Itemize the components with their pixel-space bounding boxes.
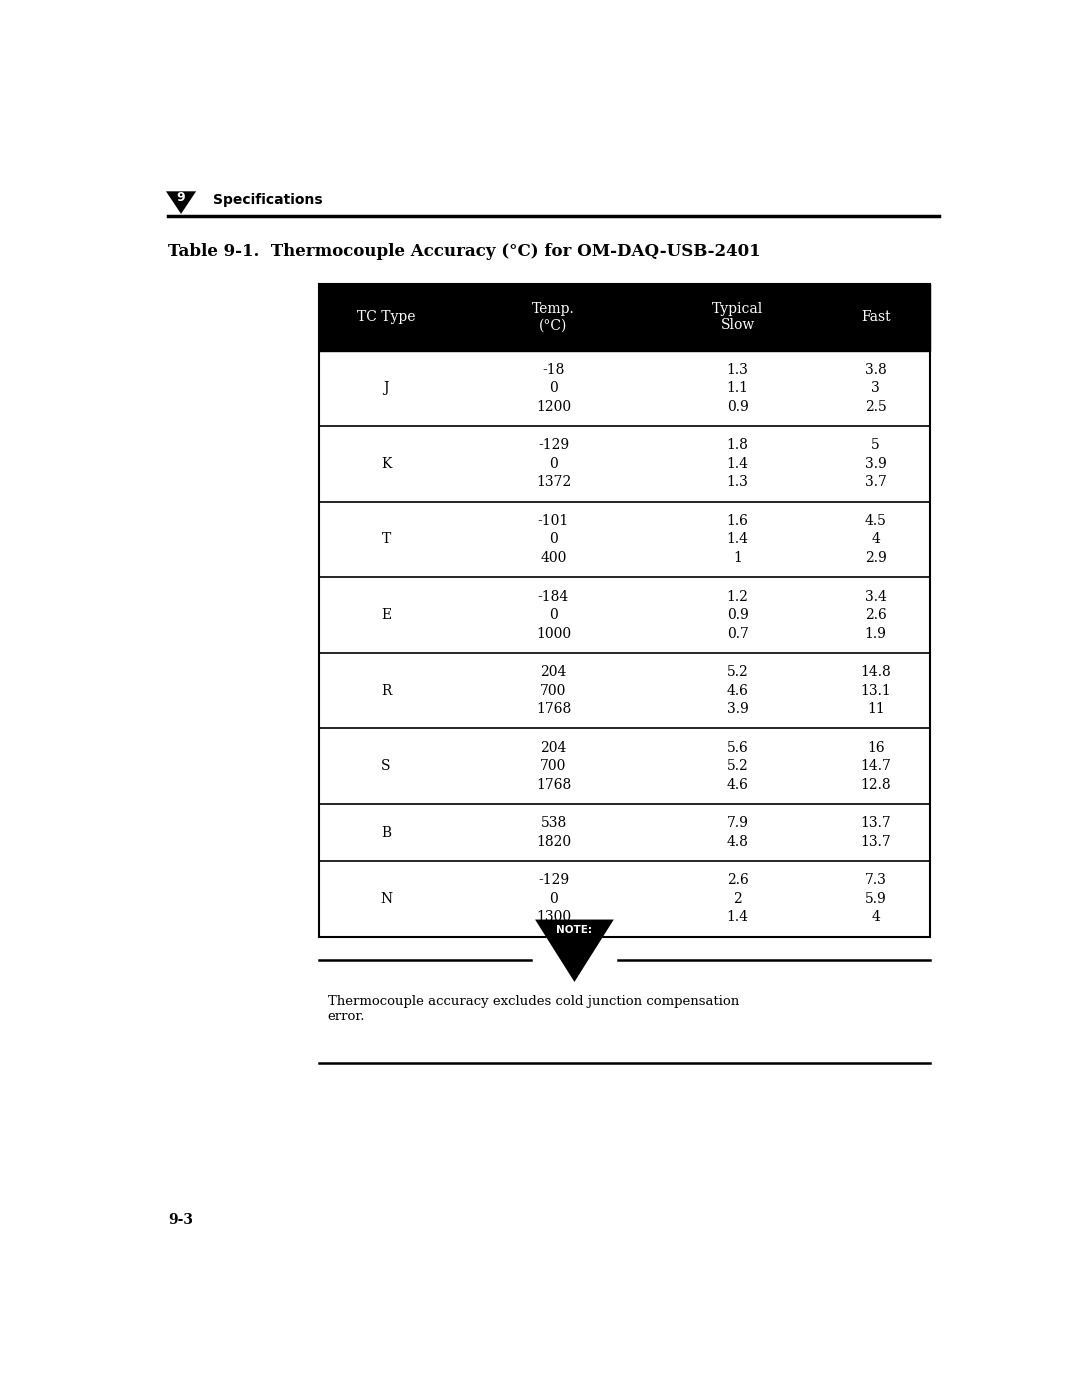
Bar — [320, 284, 930, 937]
Text: 5.2: 5.2 — [727, 759, 748, 774]
Text: 1.6: 1.6 — [727, 514, 748, 528]
Text: R: R — [381, 683, 391, 697]
Text: Fast: Fast — [861, 310, 891, 324]
Text: TC Type: TC Type — [356, 310, 416, 324]
Text: 4.6: 4.6 — [727, 683, 748, 697]
Text: 2.9: 2.9 — [865, 550, 887, 564]
Text: NOTE:: NOTE: — [556, 925, 593, 936]
Text: 5: 5 — [872, 439, 880, 453]
Text: Typical
Slow: Typical Slow — [712, 302, 764, 332]
Text: K: K — [381, 457, 391, 471]
Text: 3.9: 3.9 — [865, 457, 887, 471]
Text: 3.8: 3.8 — [865, 363, 887, 377]
Text: 204: 204 — [540, 665, 567, 679]
Text: -101: -101 — [538, 514, 569, 528]
Text: 14.8: 14.8 — [861, 665, 891, 679]
Text: 400: 400 — [540, 550, 567, 564]
Text: 1.3: 1.3 — [727, 363, 748, 377]
Text: 1820: 1820 — [536, 835, 571, 849]
Text: 1.4: 1.4 — [727, 457, 748, 471]
Text: 1768: 1768 — [536, 703, 571, 717]
Polygon shape — [166, 191, 197, 214]
Text: -129: -129 — [538, 873, 569, 887]
Text: 1.2: 1.2 — [727, 590, 748, 604]
Text: 1.9: 1.9 — [865, 626, 887, 641]
Text: 4.5: 4.5 — [865, 514, 887, 528]
Text: 1.1: 1.1 — [727, 381, 748, 395]
Text: 1200: 1200 — [536, 400, 571, 414]
Text: 0: 0 — [549, 532, 558, 546]
Text: 1: 1 — [733, 550, 742, 564]
Text: 0.7: 0.7 — [727, 626, 748, 641]
Text: 0.9: 0.9 — [727, 608, 748, 622]
Text: 1.4: 1.4 — [727, 911, 748, 925]
Text: 700: 700 — [540, 759, 567, 774]
Text: 1.8: 1.8 — [727, 439, 748, 453]
Text: 2.5: 2.5 — [865, 400, 887, 414]
Text: J: J — [383, 381, 389, 395]
Text: 0: 0 — [549, 891, 558, 907]
Text: 2.6: 2.6 — [727, 873, 748, 887]
Text: 1372: 1372 — [536, 475, 571, 489]
Text: S: S — [381, 759, 391, 774]
Text: 0.9: 0.9 — [727, 400, 748, 414]
Text: 0: 0 — [549, 608, 558, 622]
Text: 0: 0 — [549, 457, 558, 471]
Text: 12.8: 12.8 — [861, 778, 891, 792]
Text: 204: 204 — [540, 740, 567, 754]
Text: 1.3: 1.3 — [727, 475, 748, 489]
Text: 5.2: 5.2 — [727, 665, 748, 679]
Text: 1000: 1000 — [536, 626, 571, 641]
Text: T: T — [381, 532, 391, 546]
Text: E: E — [381, 608, 391, 622]
Text: 4: 4 — [872, 532, 880, 546]
Text: 3: 3 — [872, 381, 880, 395]
Text: 4.8: 4.8 — [727, 835, 748, 849]
Text: 7.3: 7.3 — [865, 873, 887, 887]
Text: 13.7: 13.7 — [861, 835, 891, 849]
Text: Specifications: Specifications — [213, 193, 323, 207]
Text: -184: -184 — [538, 590, 569, 604]
Text: Temp.
(°C): Temp. (°C) — [532, 302, 575, 332]
Text: 538: 538 — [540, 816, 567, 830]
Text: 5.9: 5.9 — [865, 891, 887, 907]
Text: 11: 11 — [867, 703, 885, 717]
Text: 16: 16 — [867, 740, 885, 754]
Text: 0: 0 — [549, 381, 558, 395]
Text: -18: -18 — [542, 363, 565, 377]
Text: 2.6: 2.6 — [865, 608, 887, 622]
Text: N: N — [380, 891, 392, 907]
Text: 3.9: 3.9 — [727, 703, 748, 717]
Text: Thermocouple accuracy excludes cold junction compensation
error.: Thermocouple accuracy excludes cold junc… — [327, 995, 739, 1023]
Text: 9-3: 9-3 — [168, 1213, 193, 1227]
Text: 9: 9 — [177, 191, 186, 204]
Text: 13.7: 13.7 — [861, 816, 891, 830]
Text: 2: 2 — [733, 891, 742, 907]
Text: 4: 4 — [872, 911, 880, 925]
Bar — [320, 284, 930, 351]
Text: 1.4: 1.4 — [727, 532, 748, 546]
Text: 3.4: 3.4 — [865, 590, 887, 604]
Text: 700: 700 — [540, 683, 567, 697]
Text: B: B — [381, 826, 391, 840]
Text: 14.7: 14.7 — [861, 759, 891, 774]
Text: 1300: 1300 — [536, 911, 571, 925]
Text: -129: -129 — [538, 439, 569, 453]
Text: 3.7: 3.7 — [865, 475, 887, 489]
Text: 5.6: 5.6 — [727, 740, 748, 754]
Text: Table 9-1.  Thermocouple Accuracy (°C) for OM-DAQ-USB-2401: Table 9-1. Thermocouple Accuracy (°C) fo… — [168, 243, 761, 260]
Text: 13.1: 13.1 — [861, 683, 891, 697]
Text: 7.9: 7.9 — [727, 816, 748, 830]
Text: 1768: 1768 — [536, 778, 571, 792]
Polygon shape — [535, 919, 613, 982]
Text: 4.6: 4.6 — [727, 778, 748, 792]
